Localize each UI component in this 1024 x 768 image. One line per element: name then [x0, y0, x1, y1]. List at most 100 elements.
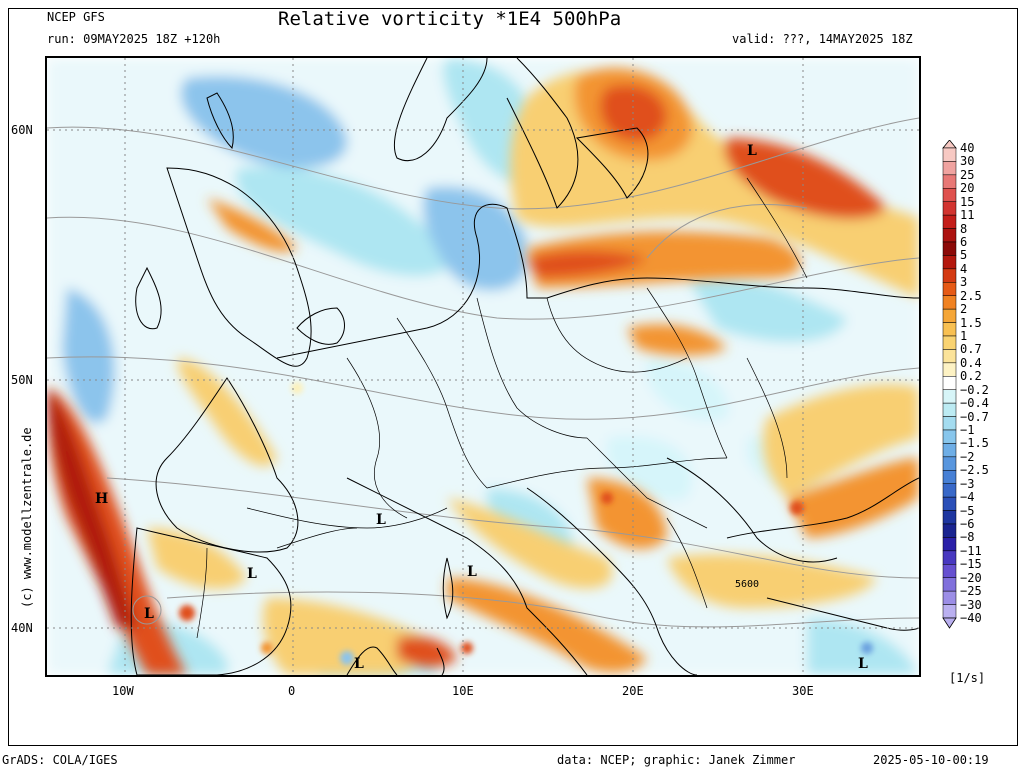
legend-level-label: 30 [960, 154, 975, 169]
legend-color-swatch [942, 496, 957, 511]
legend-color-swatch [942, 228, 957, 243]
legend-color-swatch [942, 282, 957, 296]
positive-vorticity-fields [47, 68, 919, 675]
legend-level-label: −6 [960, 517, 975, 531]
legend-level-label: −2.5 [960, 463, 989, 478]
legend-level-label: −20 [960, 570, 982, 585]
legend-level-label: −0.7 [960, 409, 989, 424]
legend-level-label: −11 [960, 543, 982, 558]
legend-level-label: −1 [960, 423, 975, 437]
legend-level-label: 3 [960, 275, 968, 290]
lat-label-60n: 60N [11, 123, 33, 137]
legend-level-label: −30 [960, 597, 982, 612]
figure-frame [8, 8, 1018, 746]
coastlines [130, 58, 919, 675]
legend-level-label: 2 [960, 302, 968, 317]
legend-color-swatch [942, 510, 957, 525]
legend-color-swatch [942, 402, 957, 417]
low-pressure-label: L [376, 512, 386, 528]
legend-color-swatch [942, 456, 957, 471]
legend-color-swatch [942, 550, 957, 565]
valid-time: valid: ???, 14MAY2025 18Z [732, 32, 913, 46]
legend-color-swatch [942, 174, 957, 189]
legend-level-label: 0.4 [960, 355, 982, 370]
legend-color-swatch [942, 537, 957, 552]
grid-lines [47, 58, 919, 675]
low-pressure-label: L [247, 566, 257, 582]
legend-level-label: 0.7 [960, 342, 982, 357]
country-borders [196, 177, 808, 639]
legend-level-label: −1.5 [960, 436, 989, 451]
low-pressure-label: L [747, 143, 757, 159]
lat-label-40n: 40N [11, 621, 33, 635]
legend-color-swatch [942, 241, 957, 256]
geopotential-contours [47, 117, 919, 628]
low-pressure-label: L [144, 606, 154, 622]
legend-color-swatch [942, 416, 957, 431]
low-pressure-label: L [858, 656, 868, 672]
legend-color-swatch [942, 389, 957, 404]
legend-level-label: 25 [960, 167, 975, 182]
legend-color-swatch [942, 483, 957, 498]
low-pressure-label: L [467, 564, 477, 580]
lon-label-20e: 20E [622, 684, 644, 698]
legend-level-label: −2 [960, 449, 975, 464]
legend-color-swatch [942, 590, 957, 605]
legend-level-label: 11 [960, 208, 975, 223]
legend-max-triangle [942, 140, 957, 149]
legend-color-swatch [942, 362, 957, 377]
legend-level-label: 1 [960, 329, 968, 343]
map-canvas: L L L L L L L H 5600 [47, 58, 919, 675]
legend-color-swatch [942, 161, 957, 176]
legend-level-label: −5 [960, 503, 975, 518]
legend-min-triangle [942, 617, 957, 629]
legend-color-swatch [942, 443, 957, 458]
legend-level-label: 40 [960, 141, 975, 155]
data-credit: data: NCEP; graphic: Janek Zimmer [557, 753, 796, 767]
legend-color-swatch [942, 577, 957, 592]
legend-level-label: −4 [960, 490, 975, 505]
legend-level-label: −0.4 [960, 396, 989, 411]
legend-color-swatch [942, 201, 957, 216]
legend-level-label: −40 [960, 611, 982, 625]
chart-title: Relative vorticity *1E4 500hPa [278, 8, 622, 30]
color-legend: 40 30 25 20 15 11 8 6 5 4 3 2.5 2 1.5 1 0.7 0.4 0.2 −0.2 −0… [940, 140, 1020, 630]
legend-color-swatch [942, 214, 957, 229]
run-info: run: 09MAY2025 18Z +120h [47, 32, 221, 46]
pressure-centers: L L L L L L L H [95, 143, 868, 672]
high-pressure-label: H [95, 491, 108, 507]
legend-level-label: −0.2 [960, 382, 989, 397]
lon-label-10w: 10W [112, 684, 134, 698]
grads-credit: GrADS: COLA/IGES [2, 753, 118, 767]
low-pressure-label: L [354, 656, 364, 672]
vorticity-map: L L L L L L L H 5600 [45, 56, 921, 677]
legend-color-swatch [942, 147, 957, 162]
legend-color-swatch [942, 523, 957, 538]
legend-color-swatch [942, 308, 957, 323]
lat-label-50n: 50N [11, 373, 33, 387]
legend-level-label: 6 [960, 235, 968, 249]
model-name: NCEP GFS [47, 10, 105, 24]
lon-label-10e: 10E [452, 684, 474, 698]
legend-level-label: −8 [960, 530, 975, 545]
legend-level-label: 15 [960, 194, 975, 209]
site-credit: (c) www.modellzentrale.de [20, 427, 34, 608]
legend-level-label: 2.5 [960, 288, 982, 303]
legend-level-label: 20 [960, 181, 975, 196]
legend-color-swatch [942, 429, 957, 444]
contour-label: 5600 [735, 579, 759, 590]
vorticity-speckles [179, 382, 873, 665]
legend-color-swatch [942, 268, 957, 283]
legend-color-swatch [942, 349, 957, 364]
legend-color-swatch [942, 188, 957, 202]
legend-unit: [1/s] [949, 671, 986, 685]
legend-level-label: −3 [960, 476, 975, 491]
legend-color-swatch [942, 470, 957, 484]
legend-color-swatch [942, 295, 957, 310]
legend-color-swatch [942, 322, 957, 337]
legend-color-swatch [942, 376, 957, 390]
legend-level-label: 0.2 [960, 369, 982, 384]
legend-level-label: −25 [960, 584, 982, 599]
legend-color-swatch [942, 335, 957, 350]
legend-color-swatch [942, 564, 957, 578]
